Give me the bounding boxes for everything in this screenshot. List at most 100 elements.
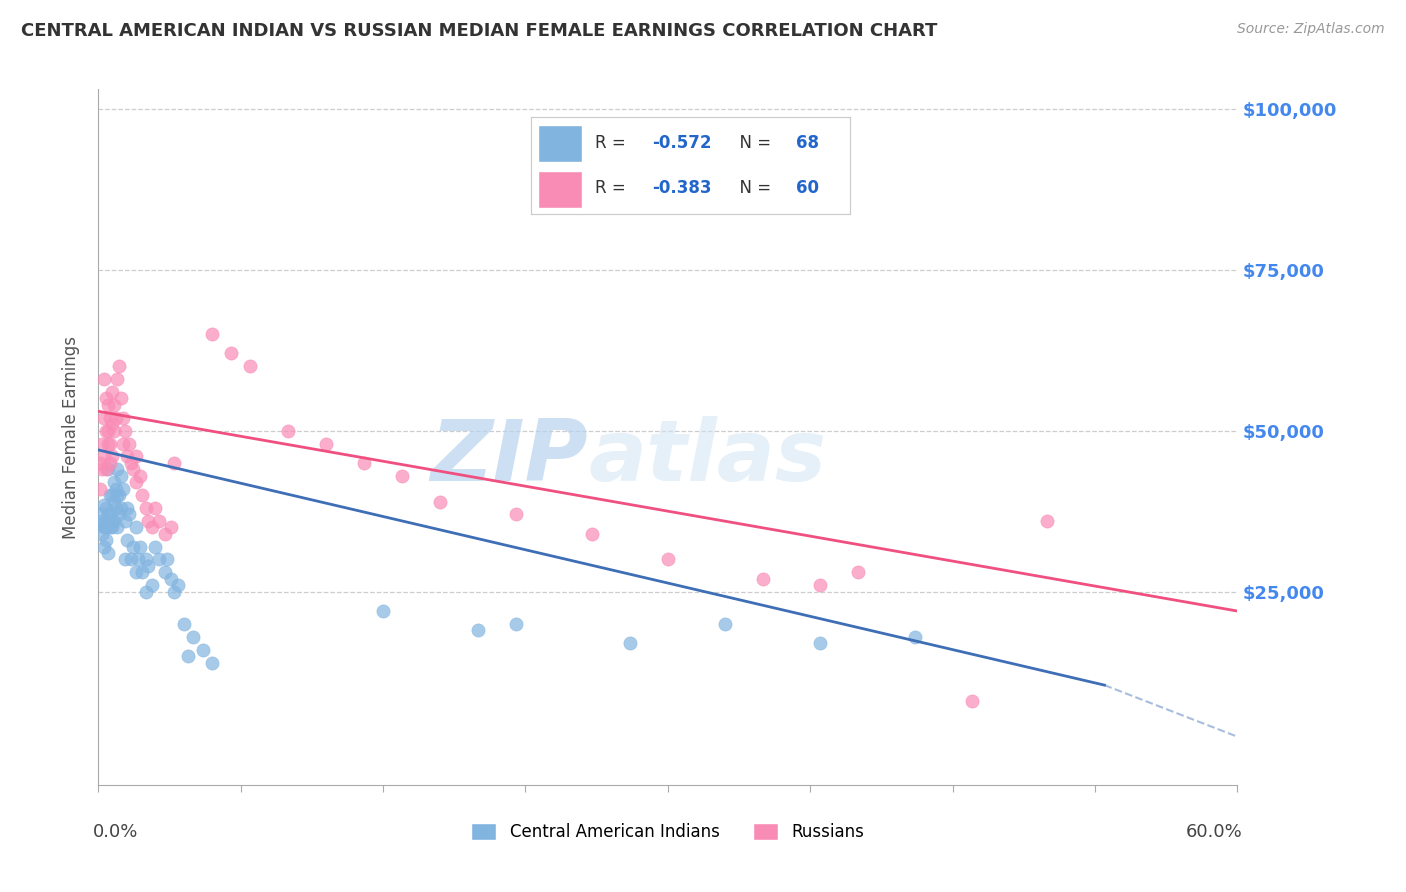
Point <box>191 642 214 657</box>
Point <box>127 552 149 566</box>
Point <box>104 482 127 496</box>
Point <box>118 436 141 450</box>
Point <box>100 450 122 464</box>
Text: 0.0%: 0.0% <box>93 823 138 841</box>
Point <box>467 624 489 638</box>
Point <box>93 372 115 386</box>
Point <box>112 410 135 425</box>
Point <box>93 540 115 554</box>
Point <box>98 410 121 425</box>
Point <box>100 488 122 502</box>
Point <box>108 508 131 522</box>
Point <box>153 566 176 580</box>
Point <box>98 488 121 502</box>
Point <box>100 520 122 534</box>
Point <box>110 392 132 406</box>
Point <box>808 578 831 592</box>
Point <box>107 520 129 534</box>
Point <box>98 456 121 470</box>
Point <box>129 540 152 554</box>
Point <box>94 533 117 548</box>
Point <box>103 475 125 490</box>
Point <box>94 462 117 476</box>
Y-axis label: Median Female Earnings: Median Female Earnings <box>62 335 80 539</box>
Point <box>97 462 120 476</box>
Point <box>93 498 115 512</box>
Point <box>97 424 120 438</box>
Point <box>110 500 132 515</box>
Text: ZIP: ZIP <box>430 417 588 500</box>
Point <box>97 398 120 412</box>
Point <box>163 456 186 470</box>
Point <box>121 540 143 554</box>
Point <box>1036 514 1059 528</box>
Point <box>115 500 138 515</box>
Point <box>94 392 117 406</box>
Point <box>277 424 299 438</box>
Point <box>120 456 142 470</box>
Point <box>131 488 153 502</box>
Point <box>94 500 117 515</box>
Point <box>201 326 224 341</box>
Point <box>315 436 337 450</box>
Point <box>145 500 167 515</box>
Point <box>429 494 451 508</box>
Point <box>118 508 141 522</box>
Point <box>148 552 170 566</box>
Point <box>115 450 138 464</box>
Point <box>107 372 129 386</box>
Point <box>581 526 603 541</box>
Point <box>89 456 111 470</box>
Text: Source: ZipAtlas.com: Source: ZipAtlas.com <box>1237 22 1385 37</box>
Point <box>108 359 131 374</box>
Point <box>91 462 114 476</box>
Point <box>100 417 122 432</box>
Point <box>904 630 927 644</box>
Point <box>752 572 775 586</box>
Point <box>183 630 205 644</box>
Point <box>159 520 181 534</box>
Text: CENTRAL AMERICAN INDIAN VS RUSSIAN MEDIAN FEMALE EARNINGS CORRELATION CHART: CENTRAL AMERICAN INDIAN VS RUSSIAN MEDIA… <box>21 22 938 40</box>
Point <box>163 584 186 599</box>
Point <box>391 468 413 483</box>
Point <box>201 656 224 670</box>
Point <box>619 636 641 650</box>
Point <box>97 436 120 450</box>
Point <box>103 514 125 528</box>
Point <box>112 482 135 496</box>
Point <box>121 462 143 476</box>
Point <box>98 436 121 450</box>
Point <box>89 508 111 522</box>
Point <box>145 540 167 554</box>
Point <box>505 616 527 631</box>
Point <box>846 566 869 580</box>
Point <box>94 520 117 534</box>
Point <box>960 694 983 708</box>
Point <box>714 616 737 631</box>
Point <box>136 514 159 528</box>
Point <box>148 514 170 528</box>
Point <box>94 424 117 438</box>
Point <box>112 436 135 450</box>
Point <box>371 604 394 618</box>
Point <box>141 578 163 592</box>
Point <box>221 346 243 360</box>
Point <box>104 500 127 515</box>
Point <box>125 450 148 464</box>
Point <box>114 514 136 528</box>
Point <box>125 566 148 580</box>
Point <box>100 384 122 399</box>
Point <box>153 526 176 541</box>
Point <box>125 520 148 534</box>
Point <box>135 552 157 566</box>
Point <box>141 520 163 534</box>
Point <box>93 520 115 534</box>
Point <box>97 514 120 528</box>
Point <box>505 508 527 522</box>
Point <box>100 514 122 528</box>
Point <box>103 424 125 438</box>
Point <box>107 488 129 502</box>
Point <box>108 488 131 502</box>
Point <box>91 526 114 541</box>
Point <box>239 359 262 374</box>
